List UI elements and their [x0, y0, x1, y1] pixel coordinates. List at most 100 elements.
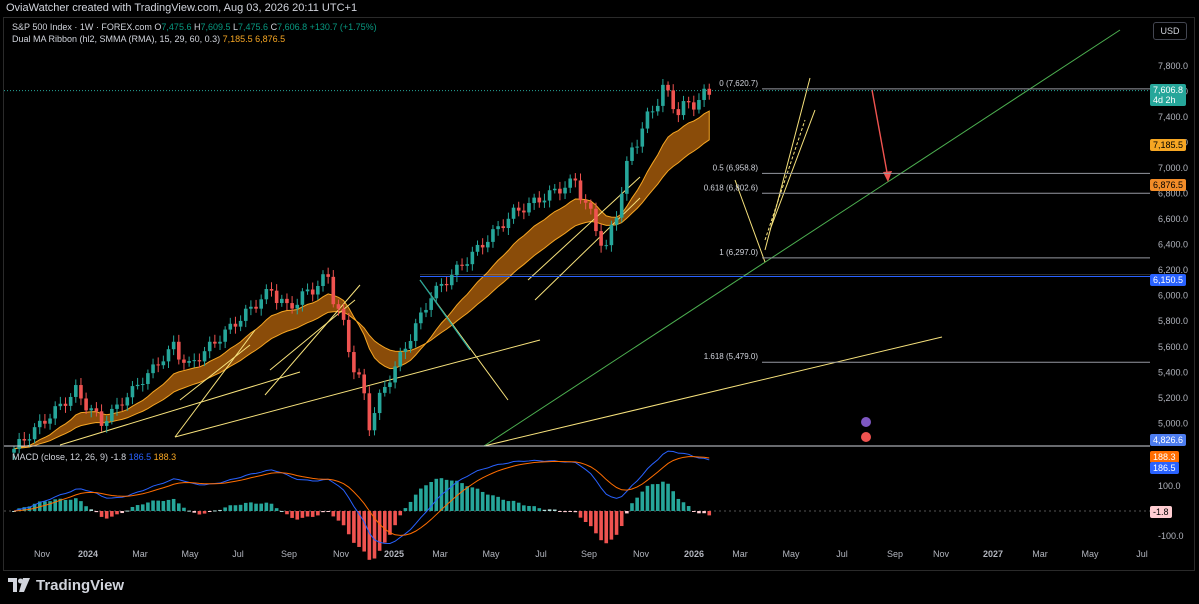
macd-histogram-bar	[460, 483, 464, 511]
macd-histogram-bar	[336, 511, 341, 521]
candle-body	[233, 323, 238, 327]
candle-body	[259, 299, 263, 309]
macd-histogram-bar	[413, 494, 418, 511]
candle-body	[671, 90, 675, 110]
macd-histogram-bar	[424, 485, 428, 511]
candle-body	[542, 200, 547, 203]
macd-histogram-bar	[501, 499, 506, 511]
macd-histogram-bar	[37, 501, 42, 511]
candle-body	[48, 418, 52, 424]
macd-histogram-bar	[352, 511, 356, 543]
macd-hist-tag: -1.8	[1150, 506, 1172, 518]
candle-body	[130, 386, 135, 398]
candle-body	[161, 361, 166, 366]
candle-body	[558, 188, 562, 194]
candle-body	[243, 308, 248, 321]
macd-histogram-bar	[511, 500, 516, 511]
channel-line-9	[764, 77, 811, 251]
candle-body	[238, 320, 243, 327]
macd-histogram-bar	[393, 511, 397, 526]
channel-line-3	[264, 284, 361, 396]
macd-histogram-bar	[449, 480, 454, 511]
candle-body	[125, 397, 130, 406]
candle-body	[501, 226, 506, 229]
candle-body	[321, 274, 325, 287]
flash-event-icon	[861, 417, 871, 427]
ohlc-high-label: H	[193, 22, 201, 32]
candle-body	[115, 404, 119, 409]
trend-line-teal	[419, 279, 471, 351]
macd-histogram-bar	[63, 499, 68, 511]
macd-histogram-bar	[496, 496, 500, 511]
macd-histogram-bar	[403, 508, 408, 511]
last-price-value: 7,606.8	[1153, 85, 1184, 95]
time-axis-label: Jul	[836, 549, 848, 559]
macd-histogram-bar	[274, 508, 279, 511]
macd-histogram-bar	[290, 511, 294, 518]
ohlc-high: 7,609.5	[200, 22, 231, 32]
currency-button[interactable]: USD	[1153, 22, 1187, 40]
macd-histogram-bar	[166, 499, 171, 511]
macd-histogram-bar	[125, 510, 130, 512]
candle-body	[599, 231, 603, 246]
macd-histogram-bar	[707, 511, 712, 516]
macd-histogram-bar	[604, 511, 609, 544]
fib-retracement[interactable]: 0 (7,620.7) 0.5 (6,958.8) 0.618 (6,802.6) 1…	[704, 79, 1150, 363]
macd-legend[interactable]: MACD (close, 12, 26, 9) -1.8 186.5 188.3	[12, 452, 176, 462]
price-axis-label: 6,200.0	[1158, 265, 1188, 275]
symbol-legend[interactable]: S&P 500 Index · 1W · FOREX.com O7,475.6 …	[12, 22, 377, 32]
macd-histogram-bar	[650, 484, 655, 511]
candle-body	[310, 289, 315, 295]
candle-body	[480, 244, 485, 248]
dashed-line	[764, 119, 806, 241]
macd-histogram-bar	[22, 507, 27, 511]
candle-body	[377, 392, 382, 414]
candle-body	[367, 393, 372, 431]
indicator-legend[interactable]: Dual MA Ribbon (hl2, SMMA (RMA), 15, 29,…	[12, 34, 285, 44]
macd-histogram-bar	[53, 499, 57, 511]
time-axis-label: Sep	[581, 549, 597, 559]
macd-histogram-bar	[300, 511, 305, 518]
tradingview-brand[interactable]: TradingView	[8, 575, 124, 595]
macd-histogram-bar	[408, 501, 413, 511]
candle-body	[228, 323, 233, 330]
macd-histogram-bar	[223, 507, 227, 511]
candle-body	[12, 448, 16, 453]
macd-histogram-bar	[316, 511, 320, 516]
candle-body	[280, 298, 284, 304]
candle-body	[341, 308, 346, 320]
macd-histogram-bar	[532, 506, 536, 511]
price-axis-label: 5,000.0	[1158, 418, 1188, 428]
macd-histogram-bar	[207, 511, 212, 512]
macd-histogram-bar	[233, 505, 238, 511]
candle-body	[151, 364, 155, 374]
ma-ribbon-band	[13, 110, 710, 450]
time-axis-label: May	[181, 549, 199, 559]
channel-line-10	[769, 109, 816, 231]
tradingview-logo-icon	[8, 578, 30, 592]
time-axis-label: Sep	[281, 549, 297, 559]
candle-body	[295, 304, 300, 309]
candle-body	[249, 306, 253, 309]
macd-histogram-bar	[377, 511, 382, 551]
candle-body	[449, 275, 454, 286]
projection-arrow	[871, 89, 889, 179]
countdown-value: 4d 2h	[1153, 95, 1176, 105]
macd-histogram-bar	[285, 511, 289, 515]
chart-frame[interactable]	[3, 17, 1195, 571]
macd-histogram-bar	[527, 505, 531, 511]
macd-histogram-bar	[681, 502, 686, 511]
macd-histogram-bar	[171, 498, 176, 511]
macd-histogram-bar	[182, 507, 186, 511]
macd-histogram-bar	[516, 502, 521, 511]
candle-body	[434, 285, 439, 299]
candle-body	[326, 274, 330, 277]
time-axis-label: May	[482, 549, 500, 559]
drawings-layer[interactable]	[4, 29, 1150, 447]
macd-histogram-bar	[89, 509, 94, 511]
candle-body	[619, 193, 624, 218]
macd-histogram-bar	[486, 494, 490, 511]
macd-histogram-bar	[243, 502, 248, 511]
macd-histogram-bar	[522, 505, 526, 511]
